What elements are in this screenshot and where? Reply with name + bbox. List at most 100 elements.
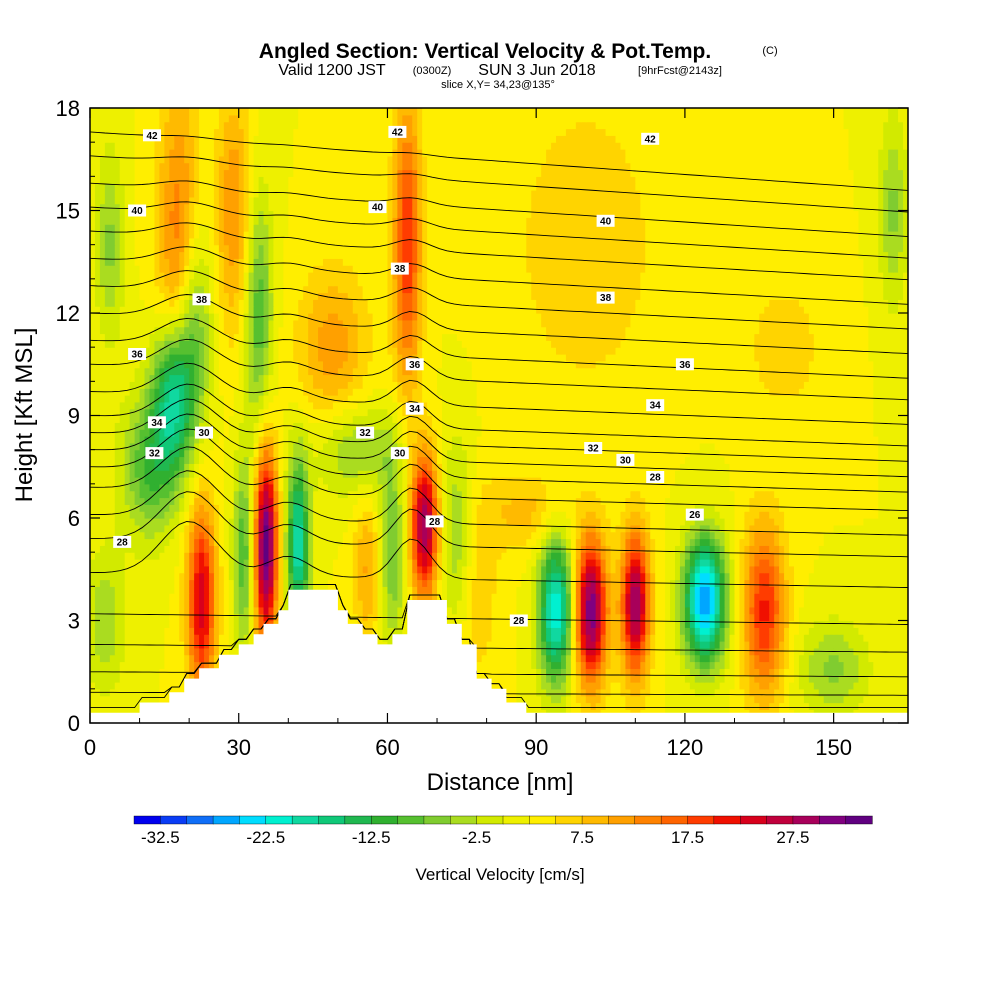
velocity-cell [461, 593, 468, 601]
velocity-cell [585, 695, 592, 704]
velocity-cell [104, 661, 111, 669]
velocity-cell [204, 634, 210, 642]
velocity-cell [258, 627, 265, 635]
velocity-cell [684, 661, 691, 669]
velocity-cell [114, 661, 121, 669]
velocity-cell [471, 552, 478, 560]
velocity-cell [774, 559, 780, 567]
velocity-cell [506, 579, 512, 587]
velocity-cell [199, 579, 205, 587]
velocity-cell [144, 634, 151, 642]
velocity-cell [298, 518, 304, 526]
velocity-cell [174, 600, 180, 608]
velocity-cell [377, 565, 384, 574]
velocity-cell [858, 606, 864, 615]
velocity-cell [694, 613, 701, 622]
velocity-cell [551, 559, 557, 567]
velocity-cell [184, 572, 190, 581]
velocity-cell [734, 702, 741, 710]
velocity-cell [124, 600, 131, 608]
velocity-cell [888, 702, 894, 710]
velocity-cell [769, 668, 775, 676]
velocity-cell [263, 600, 270, 608]
velocity-cell [189, 613, 195, 622]
velocity-cell [600, 668, 607, 676]
velocity-cell [248, 565, 255, 574]
velocity-cell [679, 613, 686, 622]
velocity-cell [412, 559, 418, 567]
velocity-cell [888, 559, 894, 567]
velocity-cell [833, 675, 840, 683]
velocity-cell [432, 586, 438, 594]
velocity-cell [843, 661, 850, 669]
velocity-cell [526, 579, 532, 587]
velocity-cell [169, 641, 175, 649]
velocity-cell [848, 668, 855, 676]
velocity-cell [689, 593, 696, 601]
velocity-cell [808, 695, 815, 704]
velocity-cell [199, 545, 205, 553]
velocity-cell [521, 572, 527, 581]
velocity-cell [446, 552, 453, 560]
velocity-cell [749, 620, 755, 628]
velocity-cell [789, 702, 795, 710]
velocity-cell [709, 593, 716, 601]
velocity-cell [754, 695, 760, 704]
velocity-cell [620, 654, 627, 663]
velocity-cell [134, 695, 141, 704]
velocity-cell [665, 641, 671, 649]
velocity-cell [769, 675, 775, 683]
velocity-cell [397, 600, 403, 608]
velocity-cell [129, 627, 136, 635]
velocity-cell [764, 634, 770, 642]
velocity-cell [863, 641, 869, 649]
velocity-cell [199, 572, 205, 581]
velocity-cell [590, 647, 597, 656]
velocity-cell [560, 620, 567, 628]
velocity-cell [501, 552, 508, 560]
velocity-cell [883, 641, 889, 649]
velocity-cell [556, 552, 562, 560]
velocity-cell [169, 586, 175, 594]
velocity-cell [729, 682, 736, 690]
velocity-cell [441, 579, 448, 587]
velocity-cell [580, 538, 587, 546]
velocity-cell [412, 565, 418, 574]
velocity-cell [392, 531, 398, 540]
velocity-cell [833, 524, 840, 533]
velocity-cell [570, 654, 577, 663]
velocity-cell [724, 634, 731, 642]
velocity-cell [139, 675, 146, 683]
velocity-cell [476, 641, 483, 649]
velocity-cell [223, 641, 230, 649]
velocity-cell [714, 559, 721, 567]
velocity-cell [660, 682, 666, 690]
velocity-cell [248, 606, 255, 615]
velocity-cell [134, 545, 141, 553]
velocity-cell [119, 682, 126, 690]
velocity-cell [570, 661, 577, 669]
velocity-cell [531, 565, 537, 574]
velocity-cell [149, 524, 156, 533]
velocity-cell [704, 688, 711, 697]
velocity-cell [194, 661, 200, 669]
velocity-cell [114, 695, 121, 704]
velocity-cell [541, 682, 547, 690]
velocity-cell [679, 524, 686, 533]
velocity-cell [754, 552, 760, 560]
velocity-cell [853, 524, 860, 533]
velocity-cell [605, 538, 612, 546]
velocity-cell [774, 654, 780, 663]
velocity-cell [556, 695, 562, 704]
velocity-cell [580, 675, 587, 683]
velocity-cell [590, 654, 597, 663]
velocity-cell [437, 565, 443, 574]
velocity-cell [793, 668, 800, 676]
velocity-cell [798, 586, 805, 594]
velocity-cell [610, 661, 617, 669]
velocity-cell [679, 600, 686, 608]
velocity-cell [481, 620, 488, 628]
velocity-cell [213, 524, 220, 533]
velocity-cell [397, 538, 403, 546]
velocity-cell [565, 661, 572, 669]
